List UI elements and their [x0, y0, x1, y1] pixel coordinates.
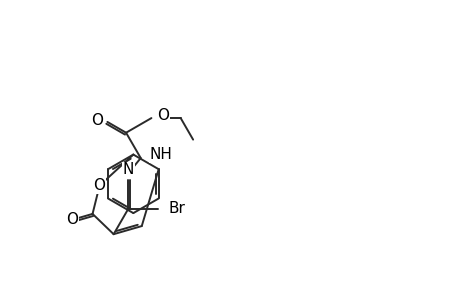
Text: O: O	[93, 178, 106, 193]
Text: Br: Br	[168, 201, 185, 216]
Text: NH: NH	[150, 148, 173, 163]
Text: O: O	[90, 113, 102, 128]
Text: O: O	[66, 212, 78, 227]
Text: N: N	[122, 162, 134, 177]
Text: O: O	[157, 108, 169, 123]
